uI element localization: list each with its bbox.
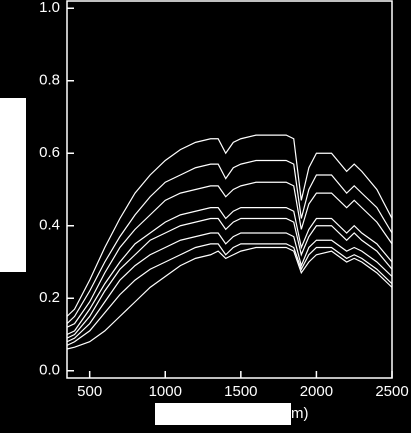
spectrum-line xyxy=(66,243,393,346)
x-axis-label: m) xyxy=(291,405,309,422)
y-tick-label: 0.8 xyxy=(39,72,60,89)
y-tick-label: 0.0 xyxy=(39,362,60,379)
redaction xyxy=(0,98,26,272)
spectrum-line xyxy=(66,232,393,343)
x-tick-label: 1500 xyxy=(224,383,257,400)
y-tick-label: 1.0 xyxy=(39,0,60,16)
y-tick-label: 0.4 xyxy=(39,217,60,234)
spectrum-line xyxy=(66,246,393,350)
spectrum-line xyxy=(66,181,393,328)
plot-frame xyxy=(66,0,393,379)
spectrum-line xyxy=(66,134,393,317)
spectrum-line xyxy=(66,217,393,339)
x-tick-label: 2000 xyxy=(300,383,333,400)
x-tick-label: 2500 xyxy=(375,383,408,400)
y-tick-label: 0.2 xyxy=(39,289,60,306)
x-tick-label: 500 xyxy=(77,383,102,400)
spectrum-line xyxy=(66,159,393,325)
y-tick-label: 0.6 xyxy=(39,144,60,161)
spectrum-line xyxy=(66,207,393,336)
redaction xyxy=(155,403,291,425)
x-tick-label: 1000 xyxy=(149,383,182,400)
